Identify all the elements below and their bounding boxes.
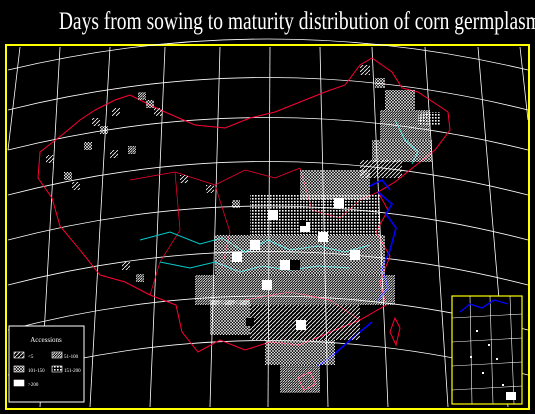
legend-title: Accessions: [30, 336, 62, 344]
legend-label: 151-200: [64, 369, 81, 374]
legend-label: 101-150: [28, 369, 45, 374]
legend-swatch: [13, 351, 25, 359]
legend: Accessions <5 51-100 101-150 151-200 >20…: [8, 325, 85, 403]
map-title: Days from sowing to maturity distributio…: [58, 8, 535, 35]
accession-cells: [46, 65, 440, 393]
country-border: [37, 57, 451, 353]
map-frame: [5, 44, 530, 410]
legend-swatch: [13, 379, 25, 387]
legend-swatch: [51, 365, 63, 373]
legend-label: 51-100: [64, 355, 79, 360]
legend-label: >200: [28, 383, 39, 388]
legend-swatch: [51, 351, 63, 359]
inset-map: [451, 295, 523, 405]
legend-label: <5: [28, 355, 34, 360]
legend-swatch: [13, 365, 25, 373]
island-outline: [389, 316, 401, 347]
